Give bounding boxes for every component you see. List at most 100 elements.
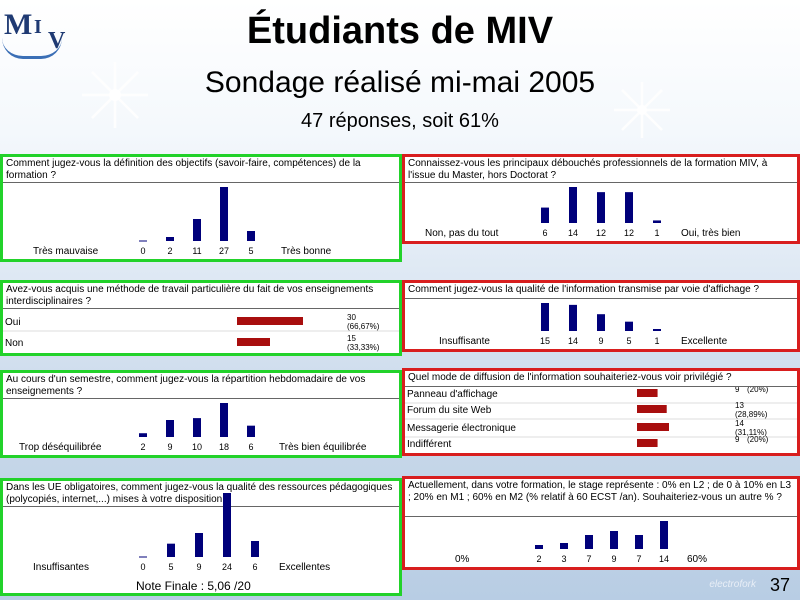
sparkle-star-icon	[82, 62, 148, 128]
bar	[237, 317, 303, 325]
scale-low-label: Trop déséquilibrée	[19, 442, 102, 453]
bar-value-label: 27	[219, 246, 229, 256]
scale-high-label: Très bonne	[281, 246, 332, 257]
chart-question: Comment jugez-vous la définition des obj…	[3, 157, 399, 183]
chart-question: Dans les UE obligatoires, comment jugez-…	[3, 481, 399, 507]
scale-high-label: Excellente	[681, 336, 728, 347]
chart-panel-work-method: Avez-vous acquis une méthode de travail …	[0, 280, 402, 356]
bar	[223, 493, 231, 557]
category-label: Messagerie électronique	[407, 423, 516, 434]
bar	[251, 541, 259, 557]
bar-percent-label: (28,89%)	[735, 410, 768, 419]
bar-value-label: 6	[252, 562, 257, 572]
bar	[625, 192, 633, 223]
vertical-bar-chart: 0 2 11 27 5 Très mauvaise Très bonne	[3, 183, 399, 259]
chart-question: Quel mode de diffusion de l'information …	[405, 371, 797, 387]
chart-question: Au cours d'un semestre, comment jugez-vo…	[3, 373, 399, 399]
logo-letter-m: M	[4, 8, 33, 41]
bar-value-label: 9	[611, 554, 616, 564]
bar-value-label: 14	[568, 228, 578, 238]
vertical-bar-chart: 2 3 7 9 7 14 0% 60%	[405, 517, 797, 567]
vertical-bar-chart: 2 9 10 18 6 Trop déséquilibrée Très bien équil…	[3, 399, 399, 455]
bar-value-label: 14	[659, 554, 669, 564]
chart-svg: 6 14 12 12 1 Non, pas du tout Oui, très bien	[425, 187, 740, 239]
bar	[637, 405, 667, 413]
bar	[247, 425, 255, 437]
chart-panel-career-outcomes: Connaissez-vous les principaux débouchés…	[402, 154, 800, 244]
logo-letter-v: V	[48, 28, 66, 54]
chart-svg: 15 14 9 5 1 Insuffisante Excellente	[439, 303, 728, 347]
final-grade-note: Note Finale : 5,06 /20	[136, 579, 251, 593]
bar-value-label: 30	[347, 313, 356, 322]
chart-question: Avez-vous acquis une méthode de travail …	[3, 283, 399, 309]
bar	[597, 314, 605, 331]
bar-value-label: 11	[192, 246, 201, 256]
chart-svg: 0 2 11 27 5 Très mauvaise Très bonne	[33, 187, 332, 257]
bar	[569, 187, 577, 223]
bar-value-label: 6	[542, 228, 547, 238]
chart-svg: 0 5 9 24 6 Insuffisantes Excellentes	[33, 493, 330, 573]
bar-value-label: 9	[735, 387, 740, 394]
scale-low-label: 0%	[455, 554, 470, 565]
bar	[560, 543, 568, 549]
bar	[635, 535, 643, 549]
chart-panel-notice-board: Comment jugez-vous la qualité de l'infor…	[402, 280, 800, 352]
bar	[597, 192, 605, 223]
horizontal-bar-chart: Panneau d'affichage 9 (20%) Forum du site W…	[405, 387, 797, 453]
bar-value-label: 14	[568, 336, 578, 346]
bar-value-label: 10	[192, 442, 202, 452]
bar	[637, 389, 658, 397]
horizontal-bar-chart: Oui 30 (66,67%) Non 15 (33,33%)	[3, 309, 399, 353]
bar	[166, 420, 174, 437]
bar-percent-label: (33,33%)	[347, 343, 380, 352]
watermark: electrofork	[709, 579, 756, 590]
scale-high-label: 60%	[687, 554, 707, 565]
bar-value-label: 5	[168, 562, 173, 572]
bar	[139, 433, 147, 437]
bar	[660, 521, 668, 549]
bar-value-label: 12	[624, 228, 634, 238]
category-label: Indifférent	[407, 439, 452, 450]
bar-percent-label: (31,11%)	[735, 428, 767, 437]
page-title: Étudiants de MIV	[246, 10, 554, 52]
bar	[541, 207, 549, 223]
bar-value-label: 15	[347, 334, 356, 343]
bar	[220, 187, 228, 241]
bar-value-label: 5	[248, 246, 253, 256]
responses-count: 47 réponses, soit 61%	[301, 110, 499, 132]
bar-value-label: 1	[654, 336, 659, 346]
chart-panel-resources: Dans les UE obligatoires, comment jugez-…	[0, 478, 402, 596]
page-subtitle: Sondage réalisé mi-mai 2005	[204, 66, 596, 99]
bar	[166, 237, 174, 241]
chart-svg: 2 3 7 9 7 14 0% 60%	[455, 521, 707, 565]
scale-low-label: Très mauvaise	[33, 246, 99, 257]
scale-high-label: Oui, très bien	[681, 228, 740, 239]
bar	[167, 543, 175, 557]
scale-low-label: Insuffisantes	[33, 562, 89, 573]
bar-value-label: 0	[140, 246, 145, 256]
bar-value-label: 9	[167, 442, 172, 452]
scale-high-label: Très bien équilibrée	[279, 442, 367, 453]
bar	[637, 423, 669, 431]
scale-high-label: Excellentes	[279, 562, 330, 573]
bar-value-label: 12	[596, 228, 606, 238]
bar-value-label: 15	[540, 336, 550, 346]
bar-percent-label: (20%)	[747, 435, 769, 444]
miv-logo: M I V	[0, 0, 72, 62]
chart-panel-objectives: Comment jugez-vous la définition des obj…	[0, 154, 402, 262]
bar-percent-label: (20%)	[747, 387, 769, 394]
bar	[585, 535, 593, 549]
bar-value-label: 24	[222, 562, 232, 572]
bar	[193, 219, 201, 241]
bar	[535, 545, 543, 549]
chart-panel-info-channel: Quel mode de diffusion de l'information …	[402, 368, 800, 456]
bar	[193, 418, 201, 437]
bar-value-label: 2	[536, 554, 541, 564]
chart-svg: Panneau d'affichage 9 (20%) Forum du site W…	[405, 387, 797, 450]
bar	[653, 220, 661, 223]
bar-value-label: 18	[219, 442, 229, 452]
bar-value-label: 2	[167, 246, 172, 256]
bar	[237, 338, 270, 346]
category-label: Non	[5, 338, 23, 349]
